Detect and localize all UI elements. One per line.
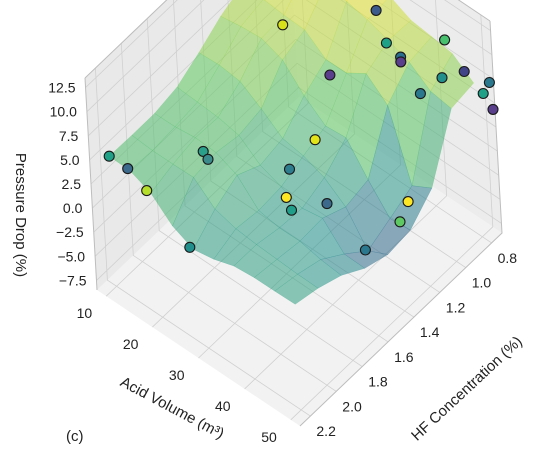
data-point [141,185,153,197]
y-tick-label: 1.8 [368,374,388,390]
y-tick-label: 2.2 [316,423,336,439]
data-point [321,198,333,210]
z-grid-line [86,0,493,112]
z-tick-label: 0.0 [63,200,83,216]
y-tick-label: 1.4 [420,324,440,340]
z-tick-label: 12.5 [48,80,75,96]
data-point [122,163,134,175]
y-axis-title: HF Concentration (%) [408,333,526,444]
data-points [103,0,499,256]
y-grid-line [95,68,311,417]
data-point [414,88,426,100]
x-tick-label: 20 [123,336,139,352]
data-point [309,134,321,146]
data-point [439,34,451,46]
data-point [483,76,495,89]
z-grid-line [85,0,491,88]
data-point [436,72,448,84]
x-tick-label: 40 [215,398,231,414]
data-point [458,65,470,78]
y-tick-label: 1.2 [446,299,466,315]
data-point [359,244,371,256]
data-point [370,4,382,16]
y-tick-label: 2.0 [342,398,362,414]
interpolated-surface [108,0,475,305]
data-point [277,19,289,31]
x-axis-title: Acid Volume (m³) [117,374,227,443]
data-point [103,150,115,162]
z-tick-label: −2.5 [56,224,84,240]
surface-patch [274,273,319,305]
data-point [487,103,499,115]
z-tick-label: 5.0 [60,152,80,168]
x-tick-label: 10 [77,305,93,321]
z-tick-label: 2.5 [62,176,82,192]
z-tick-label: −7.5 [59,272,87,288]
z-axis-title: Pressure Drop (%) [12,153,29,277]
x-tick-label: 50 [261,429,277,445]
data-point [324,69,336,81]
y-grid-line [120,43,337,392]
data-point [283,163,296,175]
data-point [380,37,392,49]
data-point [395,56,407,68]
y-tick-label: 1.0 [472,275,492,291]
z-tick-label: −5.0 [57,248,85,264]
data-point [280,191,292,203]
top-edge-line [84,0,491,79]
data-point [202,153,214,165]
y-grid-line [146,18,363,367]
data-point [197,145,209,157]
y-tick-label: 0.8 [498,250,518,266]
data-point [477,87,489,100]
y-tick-label: 1.6 [394,349,414,365]
data-point [184,241,196,253]
panel-label: (c) [66,428,84,445]
data-point [394,216,406,228]
z-tick-label: 7.5 [59,128,79,144]
x-tick-label: 30 [169,367,185,383]
front-edge-line [84,77,98,291]
tick-labels: 12.5 10.0 7.5 5.0 2.5 0.0 −2.5 −5.0 −7.5 10 20 30 40… [48,80,517,445]
data-point [402,196,414,208]
right-edge-line [299,20,503,427]
data-point [285,204,298,216]
z-tick-label: 10.0 [50,104,77,120]
